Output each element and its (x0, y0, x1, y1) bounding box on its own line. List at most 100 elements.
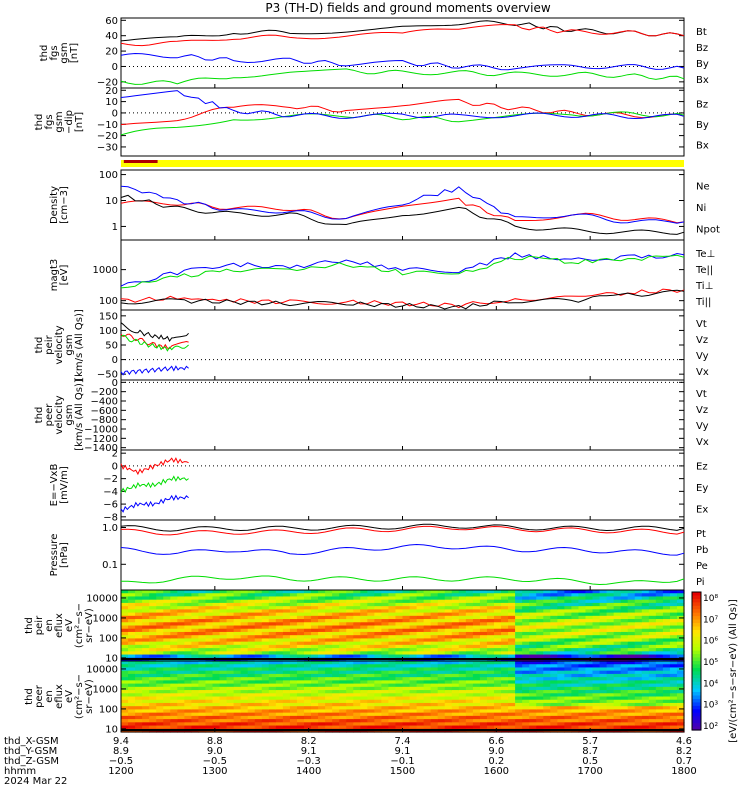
heatmap-cell (121, 654, 129, 659)
heatmap-cell (613, 670, 622, 675)
heatmap-cell (409, 693, 418, 698)
heatmap-cell (296, 719, 305, 723)
heatmap-cell (634, 664, 643, 669)
heatmap-cell (205, 661, 214, 665)
heatmap-cell (536, 661, 544, 665)
heatmap-cell (557, 702, 565, 707)
y-tick-label: −30 (97, 142, 118, 153)
heatmap-cell (606, 609, 615, 614)
heatmap-cell (592, 702, 601, 707)
heatmap-cell (212, 712, 221, 717)
heatmap-cell (543, 722, 551, 727)
heatmap-cell (247, 722, 256, 727)
heatmap-cell (381, 651, 390, 656)
heatmap-cell (311, 635, 319, 640)
heatmap-cell (437, 599, 446, 604)
heatmap-cell (318, 635, 326, 640)
heatmap-cell (395, 683, 404, 688)
y-tick-label: 10000 (86, 664, 118, 675)
heatmap-cell (135, 722, 143, 727)
heatmap-cell (458, 667, 467, 672)
heatmap-cell (395, 670, 404, 675)
y-axis-label: thd (24, 688, 35, 705)
heatmap-cell (465, 667, 474, 672)
heatmap-cell (571, 593, 580, 598)
heatmap-cell (353, 664, 361, 669)
heatmap-cell (367, 722, 375, 727)
heatmap-cell (282, 680, 291, 685)
heatmap-cell (648, 606, 657, 610)
heatmap-cell (226, 615, 235, 620)
heatmap-cell (346, 706, 354, 711)
heatmap-cell (296, 644, 305, 649)
heatmap-cell (219, 693, 228, 698)
heatmap-cell (676, 638, 685, 643)
heatmap-cell (339, 648, 347, 652)
heatmap-cell (529, 664, 537, 669)
heatmap-cell (325, 609, 333, 614)
heatmap-cell (149, 696, 157, 701)
heatmap-cell (303, 619, 312, 623)
heatmap-cell (599, 612, 608, 617)
heatmap-cell (212, 686, 221, 691)
heatmap-cell (564, 644, 572, 649)
heatmap-cell (655, 680, 664, 685)
heatmap-cell (339, 599, 347, 604)
heatmap-cell (346, 661, 354, 665)
heatmap-cell (402, 702, 411, 707)
heatmap-cell (395, 648, 404, 652)
heatmap-cell (592, 654, 601, 659)
heatmap-cell (479, 702, 488, 707)
heatmap-cell (388, 690, 397, 694)
heatmap-cell (205, 599, 214, 604)
heatmap-cell (177, 715, 185, 720)
heatmap-cell (282, 615, 291, 620)
heatmap-cell (233, 602, 242, 607)
heatmap-cell (627, 673, 636, 678)
heatmap-cell (486, 715, 495, 720)
heatmap-cell (620, 690, 629, 694)
heatmap-cell (247, 631, 256, 636)
colorbar-segment (692, 609, 701, 614)
heatmap-cell (536, 673, 544, 678)
heatmap-cell (613, 602, 622, 607)
x-axis-value: 8.8 (207, 736, 223, 747)
heatmap-cell (374, 709, 382, 714)
heatmap-cell (360, 722, 368, 727)
heatmap-cell (501, 722, 509, 727)
heatmap-cell (423, 673, 432, 678)
heatmap-cell (282, 593, 291, 598)
heatmap-cell (620, 654, 629, 659)
heatmap-cell (226, 696, 235, 701)
heatmap-cell (268, 606, 277, 610)
heatmap-cell (444, 722, 453, 727)
heatmap-cell (282, 596, 291, 601)
y-tick-label: −800 (91, 415, 118, 426)
heatmap-cell (184, 699, 192, 704)
heatmap-cell (254, 719, 263, 723)
heatmap-cell (515, 609, 523, 614)
heatmap-cell (409, 609, 418, 614)
heatmap-cell (648, 699, 657, 704)
heatmap-cell (515, 661, 523, 665)
heatmap-cell (536, 625, 544, 630)
heatmap-cell (388, 602, 397, 607)
heatmap-cell (205, 667, 214, 672)
heatmap-cell (592, 712, 601, 717)
heatmap-cell (247, 590, 256, 594)
heatmap-cell (423, 609, 432, 614)
heatmap-cell (606, 593, 615, 598)
heatmap-cell (233, 625, 242, 630)
heatmap-cell (163, 706, 171, 711)
heatmap-cell (346, 651, 354, 656)
heatmap-cell (648, 719, 657, 723)
heatmap-cell (212, 651, 221, 656)
heatmap-cell (226, 690, 235, 694)
heatmap-cell (571, 606, 580, 610)
heatmap-cell (367, 712, 375, 717)
heatmap-cell (662, 702, 671, 707)
heatmap-cell (543, 635, 551, 640)
heatmap-cell (184, 686, 192, 691)
heatmap-cell (142, 593, 150, 598)
heatmap-cell (374, 670, 382, 675)
